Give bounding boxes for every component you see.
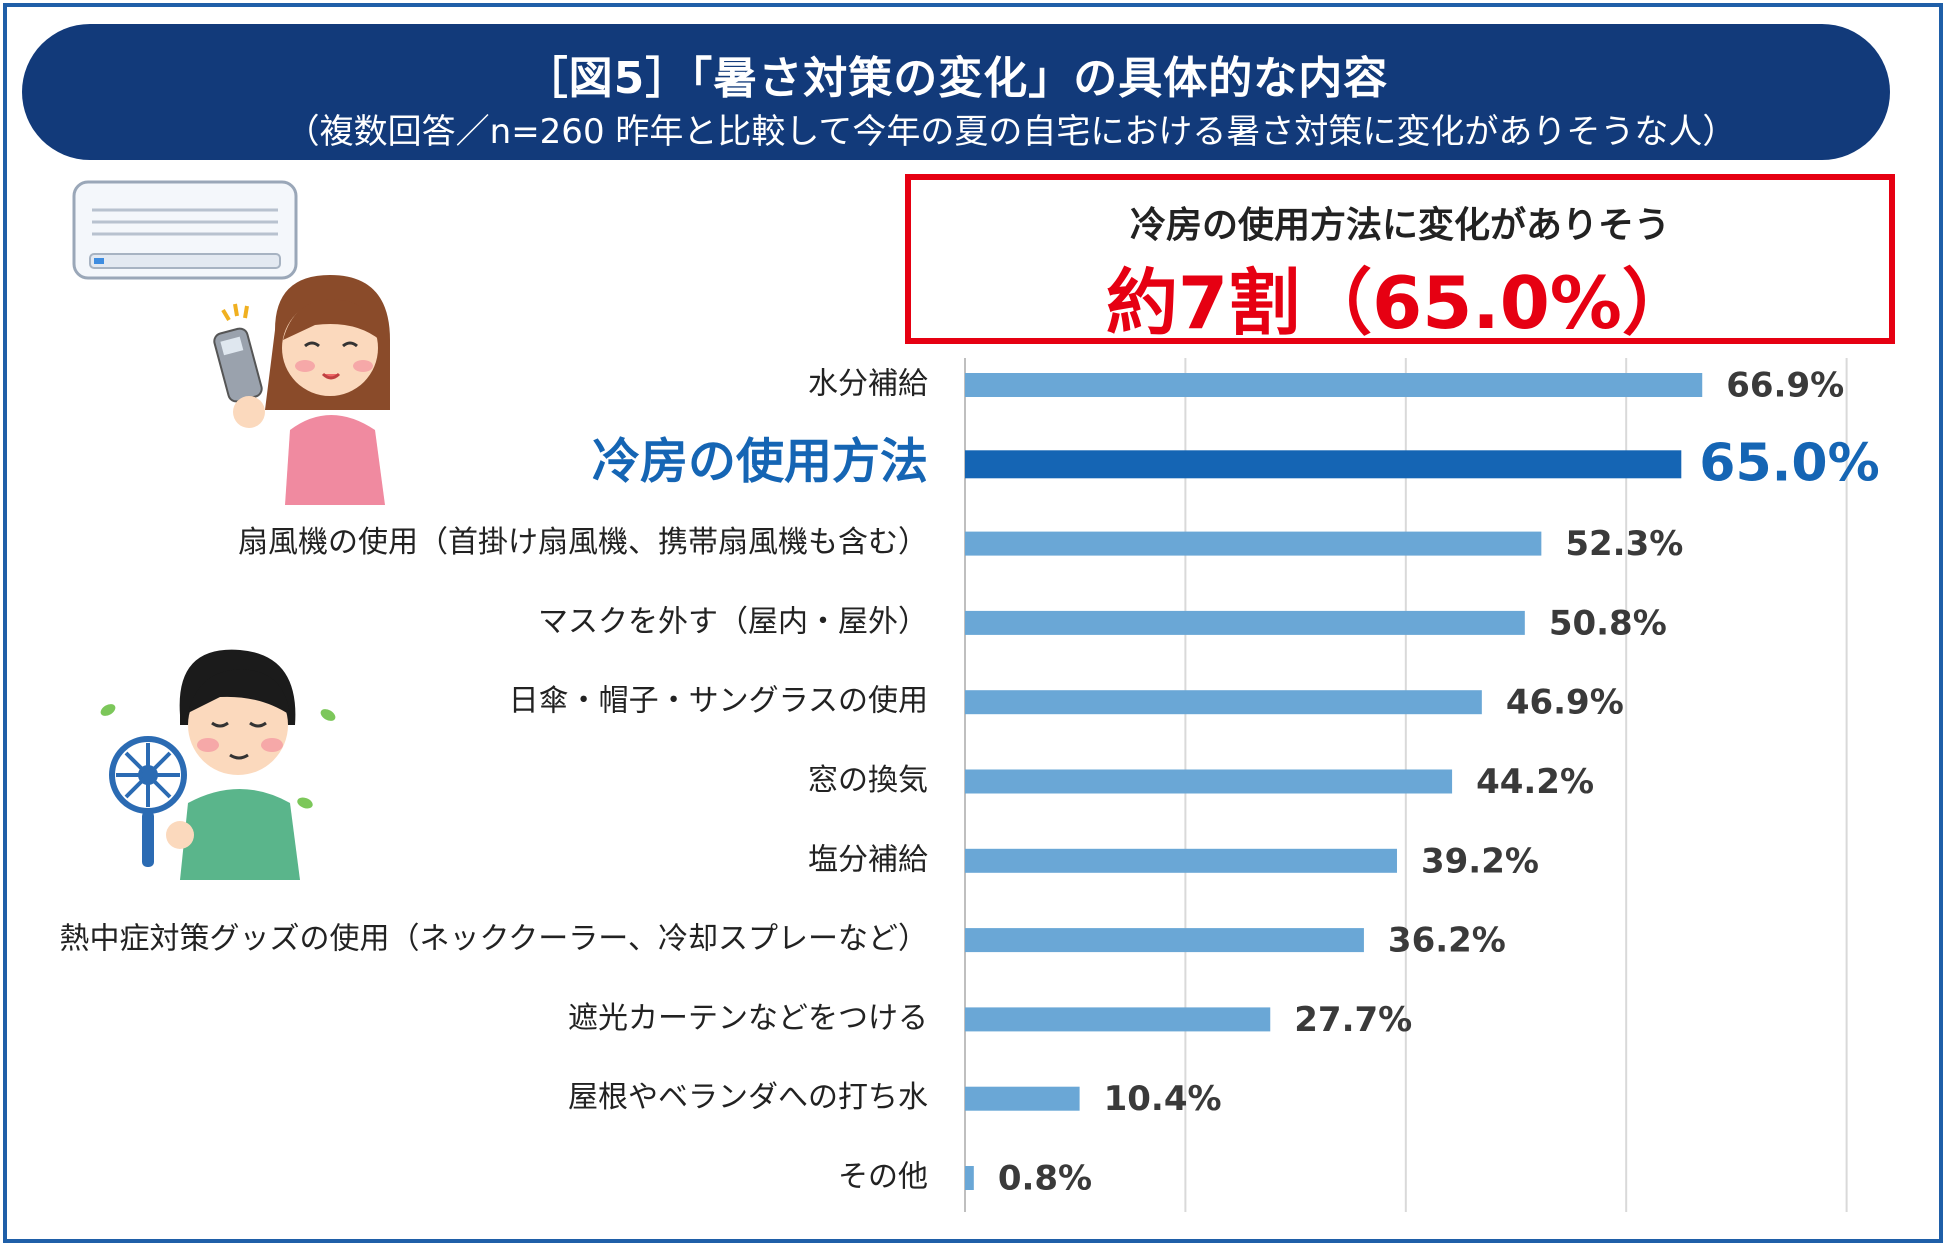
category-label: その他 bbox=[838, 1160, 928, 1195]
category-label: 水分補給 bbox=[808, 367, 928, 402]
bar-11 bbox=[965, 1166, 974, 1190]
chart-frame bbox=[3, 3, 1943, 1243]
bar-1 bbox=[965, 373, 1703, 397]
category-label: 窓の換気 bbox=[808, 763, 928, 798]
bar-8 bbox=[965, 928, 1364, 953]
category-label: 塩分補給 bbox=[808, 842, 928, 877]
callout-subtitle: 冷房の使用方法に変化がありそう bbox=[1129, 205, 1670, 246]
value-label: 66.9% bbox=[1726, 366, 1844, 406]
category-label: マスクを外す（屋内・屋外） bbox=[538, 604, 928, 639]
category-label: 扇風機の使用（首掛け扇風機、携帯扇風機も含む） bbox=[238, 525, 928, 560]
bar-10 bbox=[965, 1086, 1080, 1111]
category-label: 熱中症対策グッズの使用（ネッククーラー、冷却スプレーなど） bbox=[60, 922, 929, 957]
bar-9 bbox=[965, 1007, 1271, 1032]
chart-subtitle: （複数回答／n=260 昨年と比較して今年の夏の自宅における暑さ対策に変化があり… bbox=[285, 112, 1737, 152]
value-label: 0.8% bbox=[998, 1159, 1092, 1199]
bar-5 bbox=[965, 690, 1482, 715]
bar-2 bbox=[965, 450, 1682, 479]
category-label: 日傘・帽子・サングラスの使用 bbox=[509, 684, 928, 719]
value-label: 27.7% bbox=[1294, 1000, 1412, 1040]
value-label: 36.2% bbox=[1388, 921, 1506, 961]
man-with-fan-icon bbox=[100, 649, 336, 880]
title-banner: ［図5］「暑さ対策の変化」の具体的な内容 （複数回答／n=260 昨年と比較して… bbox=[22, 24, 1890, 160]
air-conditioner-icon bbox=[72, 180, 298, 280]
category-label: 冷房の使用方法 bbox=[592, 433, 928, 489]
chart-title: ［図5］「暑さ対策の変化」の具体的な内容 bbox=[523, 53, 1389, 104]
category-label: 屋根やベランダへの打ち水 bbox=[568, 1080, 928, 1115]
woman-with-remote-icon bbox=[213, 275, 390, 505]
value-label: 50.8% bbox=[1549, 603, 1667, 643]
category-label: 遮光カーテンなどをつける bbox=[568, 1001, 928, 1036]
highlight-callout: 冷房の使用方法に変化がありそう 約7割（65.0%） bbox=[905, 174, 1895, 345]
bar-7 bbox=[965, 848, 1397, 873]
bar-3 bbox=[965, 531, 1542, 556]
bar-6 bbox=[965, 769, 1453, 794]
value-label: 52.3% bbox=[1565, 524, 1683, 564]
value-label: 39.2% bbox=[1421, 841, 1539, 881]
value-label: 10.4% bbox=[1104, 1079, 1222, 1119]
bar-4 bbox=[965, 610, 1525, 635]
value-label: 46.9% bbox=[1506, 683, 1624, 723]
callout-headline: 約7割（65.0%） bbox=[1106, 261, 1694, 345]
value-label: 65.0% bbox=[1699, 433, 1879, 493]
value-label: 44.2% bbox=[1476, 762, 1594, 802]
